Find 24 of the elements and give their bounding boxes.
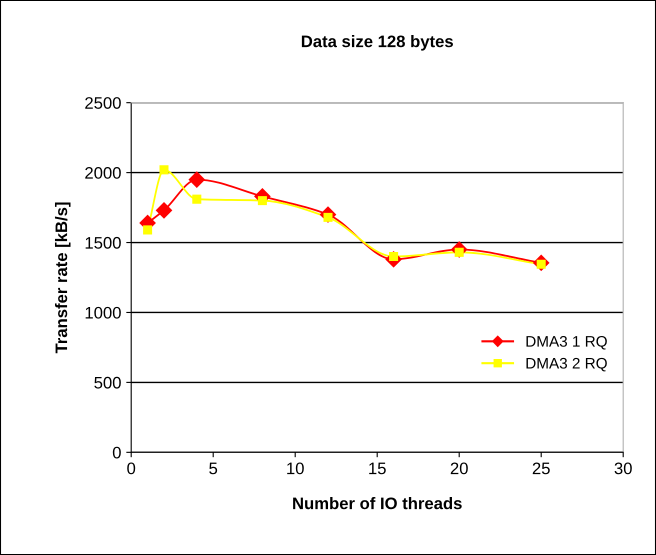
x-tick-label: 30 bbox=[614, 462, 632, 474]
legend-label: DMA3 1 RQ bbox=[526, 336, 607, 350]
y-tick-label: 500 bbox=[94, 376, 121, 389]
point bbox=[188, 172, 205, 188]
x-tick-label: 25 bbox=[532, 462, 550, 474]
y-tick-label: 0 bbox=[112, 446, 121, 459]
y-tick-label: 1500 bbox=[86, 236, 121, 249]
x-tick-label: 20 bbox=[450, 462, 468, 474]
chart-title: Data size 128 bytes bbox=[302, 35, 453, 51]
point bbox=[258, 196, 267, 206]
x-axis-title: Number of IO threads bbox=[293, 497, 462, 510]
x-tick-label: 0 bbox=[127, 462, 136, 474]
y-tick-label: 1000 bbox=[86, 306, 121, 319]
point bbox=[159, 165, 169, 174]
point bbox=[192, 194, 202, 204]
x-tick-label: 15 bbox=[369, 462, 386, 474]
point bbox=[143, 225, 152, 234]
y-tick-label: 2500 bbox=[85, 97, 121, 109]
x-tick-label: 10 bbox=[287, 462, 304, 474]
y-tick-label: 2000 bbox=[85, 167, 121, 179]
x-tick-label: 5 bbox=[209, 462, 218, 474]
y-axis-title: Transfer rate [kB/s] bbox=[54, 202, 71, 354]
legend-label: DMA3 2 RQ bbox=[526, 358, 607, 372]
point bbox=[156, 202, 172, 218]
